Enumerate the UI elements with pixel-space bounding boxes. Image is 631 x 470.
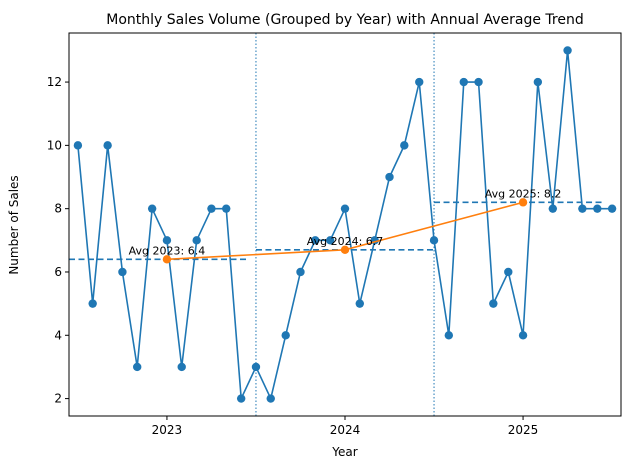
monthly-point bbox=[355, 299, 364, 308]
x-tick-label: 2023 bbox=[152, 423, 183, 437]
y-tick-label: 4 bbox=[54, 328, 62, 342]
monthly-point bbox=[489, 299, 498, 308]
monthly-point bbox=[444, 331, 454, 340]
monthly-point bbox=[429, 236, 439, 245]
monthly-point bbox=[400, 141, 409, 150]
monthly-point bbox=[118, 267, 127, 277]
monthly-point bbox=[132, 362, 142, 372]
annual-average-point bbox=[518, 198, 528, 207]
monthly-point bbox=[459, 77, 468, 87]
monthly-point bbox=[266, 394, 275, 403]
monthly-point bbox=[296, 267, 305, 277]
y-tick-label: 6 bbox=[54, 265, 62, 279]
monthly-point bbox=[326, 236, 335, 245]
monthly-point bbox=[236, 394, 246, 403]
monthly-point bbox=[162, 236, 172, 245]
monthly-point bbox=[578, 204, 587, 213]
monthly-point bbox=[192, 236, 201, 245]
annual-average-annotation: Avg 2025: 8.2 bbox=[485, 187, 562, 200]
monthly-point bbox=[251, 362, 261, 372]
y-tick-label: 2 bbox=[54, 392, 62, 406]
x-axis: 2023 2024 2025 bbox=[152, 416, 539, 437]
monthly-point bbox=[147, 204, 157, 213]
monthly-point bbox=[593, 204, 602, 213]
x-axis-label: Year bbox=[331, 445, 357, 459]
y-axis-label: Number of Sales bbox=[7, 175, 21, 274]
monthly-point bbox=[311, 236, 320, 245]
monthly-point bbox=[504, 267, 513, 277]
chart-title: Monthly Sales Volume (Grouped by Year) w… bbox=[106, 12, 583, 28]
monthly-point bbox=[103, 141, 112, 150]
x-tick-label: 2024 bbox=[330, 423, 361, 437]
monthly-point bbox=[415, 77, 424, 87]
monthly-series-line bbox=[77, 49, 613, 400]
y-axis: 2 4 6 8 10 12 bbox=[47, 75, 69, 406]
monthly-point bbox=[518, 331, 528, 340]
y-tick-label: 8 bbox=[54, 202, 62, 216]
monthly-point bbox=[207, 204, 216, 213]
monthly-point bbox=[474, 77, 483, 87]
monthly-point bbox=[281, 331, 290, 340]
annual-average-annotation: Avg 2023: 6.4 bbox=[129, 244, 206, 257]
plot-area: Avg 2023: 6.4 Avg 2024: 6.7 Avg 2025: 8.2 bbox=[69, 33, 617, 416]
annual-average-point bbox=[340, 245, 350, 255]
monthly-point bbox=[533, 77, 543, 87]
monthly-point bbox=[88, 299, 97, 308]
monthly-point bbox=[340, 204, 350, 213]
monthly-point bbox=[73, 141, 83, 150]
monthly-point bbox=[385, 172, 394, 182]
monthly-point bbox=[222, 204, 231, 213]
x-tick-label: 2025 bbox=[508, 423, 539, 437]
monthly-point bbox=[177, 362, 186, 372]
y-tick-label: 10 bbox=[47, 138, 62, 152]
monthly-point bbox=[548, 204, 558, 213]
monthly-point bbox=[607, 204, 617, 213]
annual-average-annotation: Avg 2024: 6.7 bbox=[307, 235, 384, 248]
monthly-point bbox=[563, 46, 572, 55]
y-tick-label: 12 bbox=[47, 75, 62, 89]
annual-average-point bbox=[162, 255, 172, 264]
